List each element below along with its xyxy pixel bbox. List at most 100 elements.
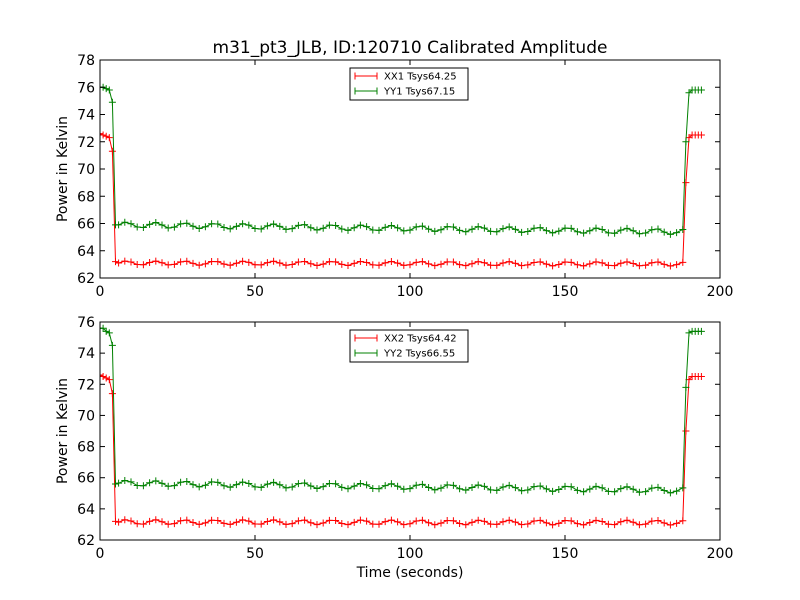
- data-point: [505, 223, 513, 231]
- data-point: [487, 520, 495, 528]
- data-point: [437, 260, 445, 268]
- data-point: [635, 521, 643, 529]
- data-point: [592, 516, 600, 524]
- data-point: [313, 484, 321, 492]
- x-tick-label: 100: [397, 546, 424, 562]
- data-point: [412, 517, 420, 525]
- data-point: [567, 517, 575, 525]
- data-point: [604, 261, 612, 269]
- data-point: [462, 486, 470, 494]
- data-point: [270, 220, 278, 228]
- data-point: [400, 485, 408, 493]
- data-point: [425, 260, 433, 268]
- data-point: [146, 220, 154, 228]
- data-point: [164, 520, 172, 528]
- data-point: [239, 220, 247, 228]
- data-point: [121, 218, 129, 226]
- data-point: [177, 258, 185, 266]
- data-point: [431, 486, 439, 494]
- data-point: [580, 262, 588, 270]
- series-markers-yy1: [100, 83, 705, 238]
- data-point: [356, 221, 364, 229]
- data-point: [381, 259, 389, 267]
- data-point: [456, 261, 464, 269]
- data-point: [108, 147, 116, 155]
- data-point: [288, 225, 296, 233]
- data-point: [561, 517, 569, 525]
- data-point: [214, 478, 222, 486]
- data-point: [146, 479, 154, 487]
- data-point: [592, 482, 600, 490]
- data-point: [170, 223, 178, 231]
- data-point: [332, 517, 340, 525]
- data-point: [660, 519, 668, 527]
- data-point: [214, 517, 222, 525]
- data-point: [518, 487, 526, 495]
- data-point: [611, 488, 619, 496]
- data-point: [313, 226, 321, 234]
- data-point: [406, 226, 414, 234]
- top-panel: 0 50 100 150 200 62 64 66 68 70 72 74 76 78 Power in K…: [55, 53, 733, 300]
- data-point: [344, 485, 352, 493]
- data-point: [648, 484, 656, 492]
- data-point: [617, 485, 625, 493]
- data-point: [524, 228, 532, 236]
- data-point: [282, 261, 290, 269]
- data-point: [505, 481, 513, 489]
- data-point: [468, 225, 476, 233]
- legend-label: XX2 Tsys64.42: [384, 334, 457, 345]
- data-point: [468, 260, 476, 268]
- data-point: [325, 516, 333, 524]
- data-point: [158, 259, 166, 267]
- data-point: [375, 520, 383, 528]
- data-point: [226, 225, 234, 233]
- data-point: [580, 229, 588, 237]
- data-point: [474, 481, 482, 489]
- data-point: [313, 521, 321, 529]
- data-point: [611, 262, 619, 270]
- y-tick-label: 62: [77, 271, 95, 287]
- data-point: [437, 226, 445, 234]
- data-point: [629, 227, 637, 235]
- data-point: [679, 258, 687, 266]
- data-point: [499, 483, 507, 491]
- data-point: [338, 483, 346, 491]
- y-tick-label: 76: [77, 80, 95, 96]
- series-markers-xx1: [100, 130, 705, 270]
- x-tick-label: 200: [707, 546, 734, 562]
- data-point: [449, 258, 457, 266]
- data-point: [499, 518, 507, 526]
- data-point: [183, 477, 191, 485]
- y-axis-label: Power in Kelvin: [55, 378, 71, 484]
- data-point: [319, 260, 327, 268]
- data-point: [214, 258, 222, 266]
- chart-title: m31_pt3_JLB, ID:120710 Calibrated Amplit…: [213, 38, 608, 58]
- data-point: [152, 516, 160, 524]
- data-point: [232, 481, 240, 489]
- data-point: [642, 261, 650, 269]
- data-point: [673, 487, 681, 495]
- data-point: [418, 258, 426, 266]
- data-point: [394, 224, 402, 232]
- data-point: [375, 485, 383, 493]
- legend-label: YY2 Tsys66.55: [383, 349, 455, 360]
- x-axis-label: Time (seconds): [356, 565, 464, 581]
- data-point: [263, 480, 271, 488]
- data-point: [102, 327, 110, 335]
- data-point: [530, 224, 538, 232]
- x-tick-label: 100: [397, 284, 424, 300]
- data-point: [344, 521, 352, 529]
- legend: XX1 Tsys64.25 YY1 Tsys67.15: [349, 67, 469, 101]
- data-point: [152, 477, 160, 485]
- data-point: [270, 516, 278, 524]
- x-tick-label: 150: [552, 546, 579, 562]
- data-point: [480, 517, 488, 525]
- data-point: [201, 481, 209, 489]
- data-point: [170, 260, 178, 268]
- data-point: [170, 520, 178, 528]
- data-point: [276, 518, 284, 526]
- data-point: [158, 221, 166, 229]
- data-point: [648, 259, 656, 267]
- data-point: [400, 261, 408, 269]
